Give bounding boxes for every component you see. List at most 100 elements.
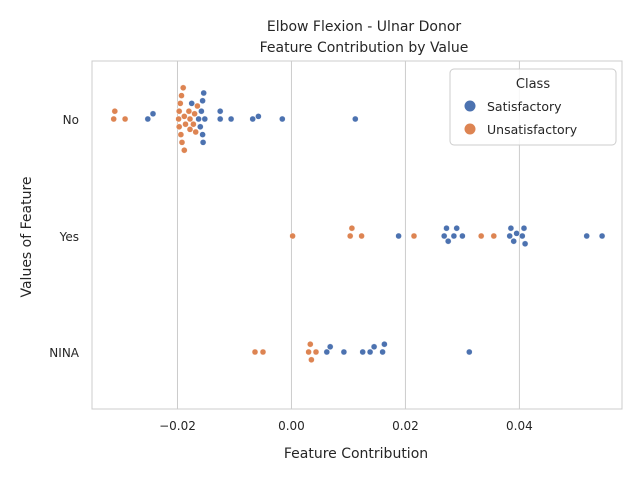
data-point-unsatisfactory bbox=[259, 348, 267, 356]
data-point-unsatisfactory bbox=[192, 128, 199, 136]
data-point-satisfactory bbox=[441, 232, 448, 240]
data-point-satisfactory bbox=[513, 230, 520, 237]
data-point-satisfactory bbox=[144, 115, 152, 123]
data-point-satisfactory bbox=[583, 232, 590, 240]
data-point-satisfactory bbox=[395, 232, 402, 240]
data-point-satisfactory bbox=[227, 115, 235, 123]
data-point-satisfactory bbox=[216, 115, 224, 123]
data-point-satisfactory bbox=[379, 348, 386, 356]
x-tick-label: 0.04 bbox=[506, 419, 533, 433]
data-point-satisfactory bbox=[188, 100, 195, 107]
legend-title: Class bbox=[516, 77, 550, 92]
data-point-unsatisfactory bbox=[186, 115, 194, 123]
data-point-satisfactory bbox=[520, 224, 528, 232]
x-tick-label: 0.02 bbox=[392, 419, 419, 433]
data-point-unsatisfactory bbox=[178, 139, 186, 146]
data-point-unsatisfactory bbox=[410, 232, 418, 240]
data-point-satisfactory bbox=[327, 343, 334, 350]
data-point-satisfactory bbox=[149, 110, 157, 118]
data-point-unsatisfactory bbox=[177, 100, 184, 107]
x-axis-label: Feature Contribution bbox=[284, 446, 428, 462]
data-point-unsatisfactory bbox=[305, 348, 312, 356]
data-point-unsatisfactory bbox=[251, 348, 259, 356]
data-point-unsatisfactory bbox=[308, 356, 315, 363]
data-point-satisfactory bbox=[507, 224, 515, 232]
chart-title: Elbow Flexion - Ulnar Donor bbox=[267, 19, 462, 35]
data-point-unsatisfactory bbox=[190, 120, 197, 128]
x-tick-label: −0.02 bbox=[159, 419, 196, 433]
data-point-satisfactory bbox=[450, 232, 458, 240]
data-point-satisfactory bbox=[323, 348, 330, 356]
data-point-unsatisfactory bbox=[181, 113, 188, 120]
data-point-unsatisfactory bbox=[191, 110, 198, 118]
data-point-satisfactory bbox=[199, 131, 206, 138]
data-point-unsatisfactory bbox=[181, 146, 188, 154]
data-point-satisfactory bbox=[519, 232, 526, 240]
data-point-satisfactory bbox=[340, 348, 348, 356]
data-point-unsatisfactory bbox=[307, 341, 314, 348]
data-point-satisfactory bbox=[198, 107, 205, 115]
x-tick-labels: −0.02 0.00 0.02 0.04 bbox=[159, 419, 533, 433]
data-point-satisfactory bbox=[197, 123, 204, 131]
data-point-unsatisfactory bbox=[289, 232, 296, 240]
data-point-satisfactory bbox=[249, 115, 256, 123]
legend-label: Unsatisfactory bbox=[487, 122, 578, 137]
y-tick-labels: No Yes NINA bbox=[49, 113, 79, 360]
data-point-unsatisfactory bbox=[347, 232, 354, 240]
data-point-satisfactory bbox=[195, 115, 202, 123]
data-point-satisfactory bbox=[443, 224, 450, 232]
legend-marker bbox=[464, 123, 476, 135]
data-point-satisfactory bbox=[381, 341, 388, 348]
data-point-satisfactory bbox=[201, 115, 209, 123]
chart-subtitle: Feature Contribution by Value bbox=[260, 40, 469, 56]
data-point-satisfactory bbox=[521, 240, 529, 248]
data-point-unsatisfactory bbox=[175, 123, 183, 131]
data-point-satisfactory bbox=[370, 343, 378, 350]
data-point-satisfactory bbox=[459, 232, 466, 240]
data-point-satisfactory bbox=[598, 232, 606, 240]
data-point-unsatisfactory bbox=[121, 115, 129, 123]
data-point-satisfactory bbox=[199, 97, 206, 105]
data-point-satisfactory bbox=[445, 237, 452, 245]
data-point-satisfactory bbox=[200, 89, 207, 97]
data-point-unsatisfactory bbox=[194, 102, 201, 110]
data-point-satisfactory bbox=[359, 348, 366, 356]
data-point-unsatisfactory bbox=[179, 84, 187, 92]
y-tick-label: NINA bbox=[49, 346, 79, 360]
data-point-unsatisfactory bbox=[478, 232, 485, 240]
data-point-unsatisfactory bbox=[175, 115, 182, 123]
data-point-unsatisfactory bbox=[111, 107, 119, 115]
data-point-unsatisfactory bbox=[110, 115, 117, 123]
data-point-unsatisfactory bbox=[186, 126, 194, 133]
data-point-satisfactory bbox=[255, 113, 262, 120]
data-point-unsatisfactory bbox=[348, 224, 356, 232]
y-tick-label: Yes bbox=[59, 230, 79, 244]
y-tick-label: No bbox=[63, 113, 79, 127]
data-point-unsatisfactory bbox=[312, 348, 320, 356]
data-point-unsatisfactory bbox=[175, 107, 183, 115]
data-point-satisfactory bbox=[466, 348, 473, 356]
data-point-unsatisfactory bbox=[358, 232, 365, 240]
legend-items: Satisfactory Unsatisfactory bbox=[464, 99, 578, 137]
data-point-unsatisfactory bbox=[490, 232, 497, 240]
data-point-satisfactory bbox=[506, 232, 513, 240]
legend-marker bbox=[464, 100, 476, 112]
y-axis-label: Values of Feature bbox=[19, 176, 35, 297]
data-point-satisfactory bbox=[366, 348, 374, 356]
data-point-satisfactory bbox=[216, 107, 224, 115]
data-point-satisfactory bbox=[199, 139, 207, 146]
legend-box bbox=[449, 68, 617, 146]
legend-label: Satisfactory bbox=[487, 99, 562, 114]
data-points bbox=[110, 84, 606, 363]
data-point-unsatisfactory bbox=[178, 92, 185, 99]
legend: Class Satisfactory Unsatisfactory bbox=[449, 68, 617, 146]
data-point-unsatisfactory bbox=[182, 120, 189, 128]
data-point-unsatisfactory bbox=[185, 107, 193, 115]
data-point-satisfactory bbox=[352, 115, 359, 123]
data-point-satisfactory bbox=[453, 224, 460, 232]
data-point-satisfactory bbox=[279, 115, 286, 123]
data-point-unsatisfactory bbox=[177, 131, 185, 138]
x-tick-label: 0.00 bbox=[278, 419, 305, 433]
data-point-satisfactory bbox=[510, 237, 517, 245]
